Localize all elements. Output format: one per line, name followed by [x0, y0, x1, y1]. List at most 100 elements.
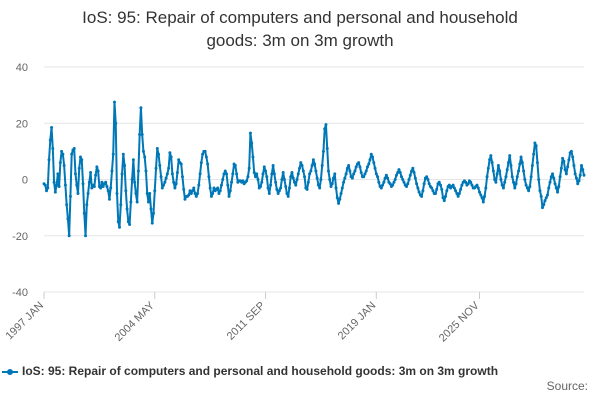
data-point — [295, 178, 299, 181]
data-point — [125, 207, 129, 211]
data-point — [47, 158, 51, 162]
data-point — [554, 186, 558, 190]
data-point — [192, 186, 196, 190]
data-point — [412, 170, 416, 174]
data-point — [253, 175, 257, 179]
data-point — [175, 170, 179, 174]
data-point — [79, 155, 82, 159]
data-point — [86, 192, 90, 196]
data-point — [67, 234, 71, 238]
data-point — [381, 183, 385, 187]
data-point — [539, 194, 543, 198]
data-point — [306, 180, 310, 184]
data-point — [451, 183, 455, 187]
data-point — [77, 166, 81, 170]
data-point — [189, 192, 193, 196]
data-point — [66, 217, 70, 221]
data-point — [155, 147, 159, 151]
data-point — [204, 155, 208, 159]
data-point — [334, 186, 338, 190]
data-point — [439, 183, 442, 187]
data-point — [510, 175, 514, 179]
data-point — [209, 194, 213, 198]
data-point — [330, 182, 334, 186]
data-point — [582, 173, 586, 177]
data-point — [177, 158, 181, 162]
data-point — [485, 175, 489, 179]
data-point — [277, 189, 281, 193]
data-point — [100, 180, 104, 184]
data-point — [211, 192, 215, 196]
data-point — [518, 162, 522, 166]
data-point — [493, 178, 497, 181]
data-point — [150, 221, 154, 225]
data-point — [82, 211, 86, 215]
data-point — [247, 166, 251, 170]
data-point — [121, 152, 125, 156]
data-point — [290, 170, 294, 174]
data-point — [126, 220, 130, 224]
data-point — [158, 163, 162, 167]
data-point — [168, 151, 172, 155]
data-point — [552, 176, 556, 180]
data-point — [119, 203, 123, 207]
data-point — [391, 183, 395, 187]
data-point — [48, 138, 52, 142]
legend[interactable]: IoS: 95: Repair of computers and persona… — [2, 364, 498, 378]
y-axis-ticks: -40 -20 0 20 40 — [12, 62, 28, 299]
data-point — [212, 186, 216, 190]
data-point — [491, 169, 495, 173]
data-point — [525, 186, 529, 190]
data-point — [520, 161, 524, 165]
data-point — [148, 192, 152, 196]
data-point — [368, 158, 372, 162]
data-point — [305, 187, 309, 191]
chart-title-line-2: goods: 3m on 3m growth — [206, 31, 394, 50]
data-point — [61, 152, 65, 156]
data-point — [522, 169, 526, 173]
data-point — [308, 172, 312, 176]
data-point — [407, 178, 411, 181]
data-point — [303, 175, 307, 179]
data-point — [340, 186, 344, 190]
data-point — [410, 169, 414, 173]
data-point — [373, 166, 377, 170]
data-point — [523, 178, 527, 181]
data-point — [416, 186, 420, 190]
y-tick-label: 0 — [22, 175, 28, 187]
data-point — [118, 225, 122, 229]
data-point — [456, 194, 460, 198]
series-layer — [42, 100, 586, 238]
data-point — [413, 176, 417, 180]
data-point — [291, 176, 295, 180]
data-point — [266, 186, 270, 190]
data-point — [538, 189, 542, 193]
data-point — [199, 161, 203, 165]
data-point — [359, 170, 363, 174]
data-point — [89, 170, 93, 174]
data-point — [530, 163, 534, 167]
x-tick-label: 2019 JAN — [336, 300, 379, 343]
data-point — [469, 180, 473, 184]
data-point — [386, 176, 390, 180]
data-point — [457, 192, 461, 196]
data-point — [447, 183, 451, 187]
chart-title-line-1: IoS: 95: Repair of computers and persona… — [82, 8, 518, 27]
data-point — [51, 147, 55, 151]
data-point — [311, 158, 315, 162]
data-point — [337, 201, 341, 205]
data-point — [519, 155, 523, 159]
data-point — [296, 172, 300, 176]
data-point — [388, 182, 392, 186]
data-point — [217, 192, 221, 196]
data-point — [476, 186, 480, 190]
data-point — [350, 176, 354, 180]
data-point — [501, 186, 505, 190]
data-point — [567, 158, 571, 162]
data-point — [329, 185, 333, 189]
data-point — [563, 168, 567, 172]
data-point — [270, 172, 274, 176]
data-point — [99, 186, 103, 190]
data-point — [506, 161, 510, 165]
